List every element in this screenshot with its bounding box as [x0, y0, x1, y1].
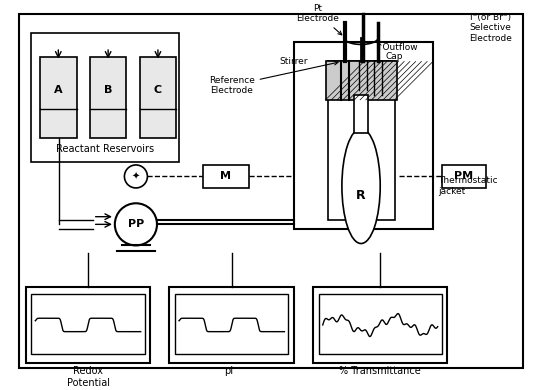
FancyBboxPatch shape	[326, 62, 397, 100]
FancyBboxPatch shape	[19, 14, 523, 368]
FancyBboxPatch shape	[31, 294, 145, 354]
Text: B: B	[104, 85, 112, 95]
FancyBboxPatch shape	[175, 294, 288, 354]
Text: Reference
Electrode: Reference Electrode	[209, 61, 338, 95]
Text: ↑Outflow: ↑Outflow	[376, 43, 418, 51]
Text: PM: PM	[454, 172, 473, 181]
Text: A: A	[54, 85, 63, 95]
Text: Reactant Reservoirs: Reactant Reservoirs	[56, 144, 154, 154]
FancyBboxPatch shape	[294, 43, 433, 229]
Text: Stirrer: Stirrer	[280, 57, 308, 66]
Text: Cap: Cap	[385, 52, 403, 61]
Text: Redox
Potential: Redox Potential	[67, 366, 109, 388]
Text: R: R	[356, 189, 366, 202]
FancyBboxPatch shape	[25, 287, 150, 363]
FancyBboxPatch shape	[327, 62, 395, 220]
Text: ✦: ✦	[132, 172, 140, 181]
FancyBboxPatch shape	[313, 287, 447, 363]
Text: Thermostatic
jacket: Thermostatic jacket	[438, 176, 498, 196]
Text: pI⁻: pI⁻	[224, 366, 239, 376]
FancyBboxPatch shape	[354, 95, 368, 133]
Text: PP: PP	[128, 219, 144, 229]
Ellipse shape	[342, 129, 380, 243]
FancyBboxPatch shape	[442, 165, 486, 188]
FancyBboxPatch shape	[319, 294, 442, 354]
FancyBboxPatch shape	[140, 57, 176, 138]
Text: M: M	[221, 172, 231, 181]
FancyBboxPatch shape	[90, 57, 126, 138]
FancyBboxPatch shape	[40, 57, 76, 138]
FancyBboxPatch shape	[170, 287, 294, 363]
Text: I⁻(or Br⁻)
Selective
Electrode: I⁻(or Br⁻) Selective Electrode	[469, 13, 512, 43]
FancyBboxPatch shape	[30, 33, 179, 162]
Text: Pt
Electrode: Pt Electrode	[296, 4, 342, 35]
Text: % Transmittance: % Transmittance	[339, 366, 421, 376]
FancyBboxPatch shape	[203, 165, 249, 188]
Text: C: C	[154, 85, 162, 95]
